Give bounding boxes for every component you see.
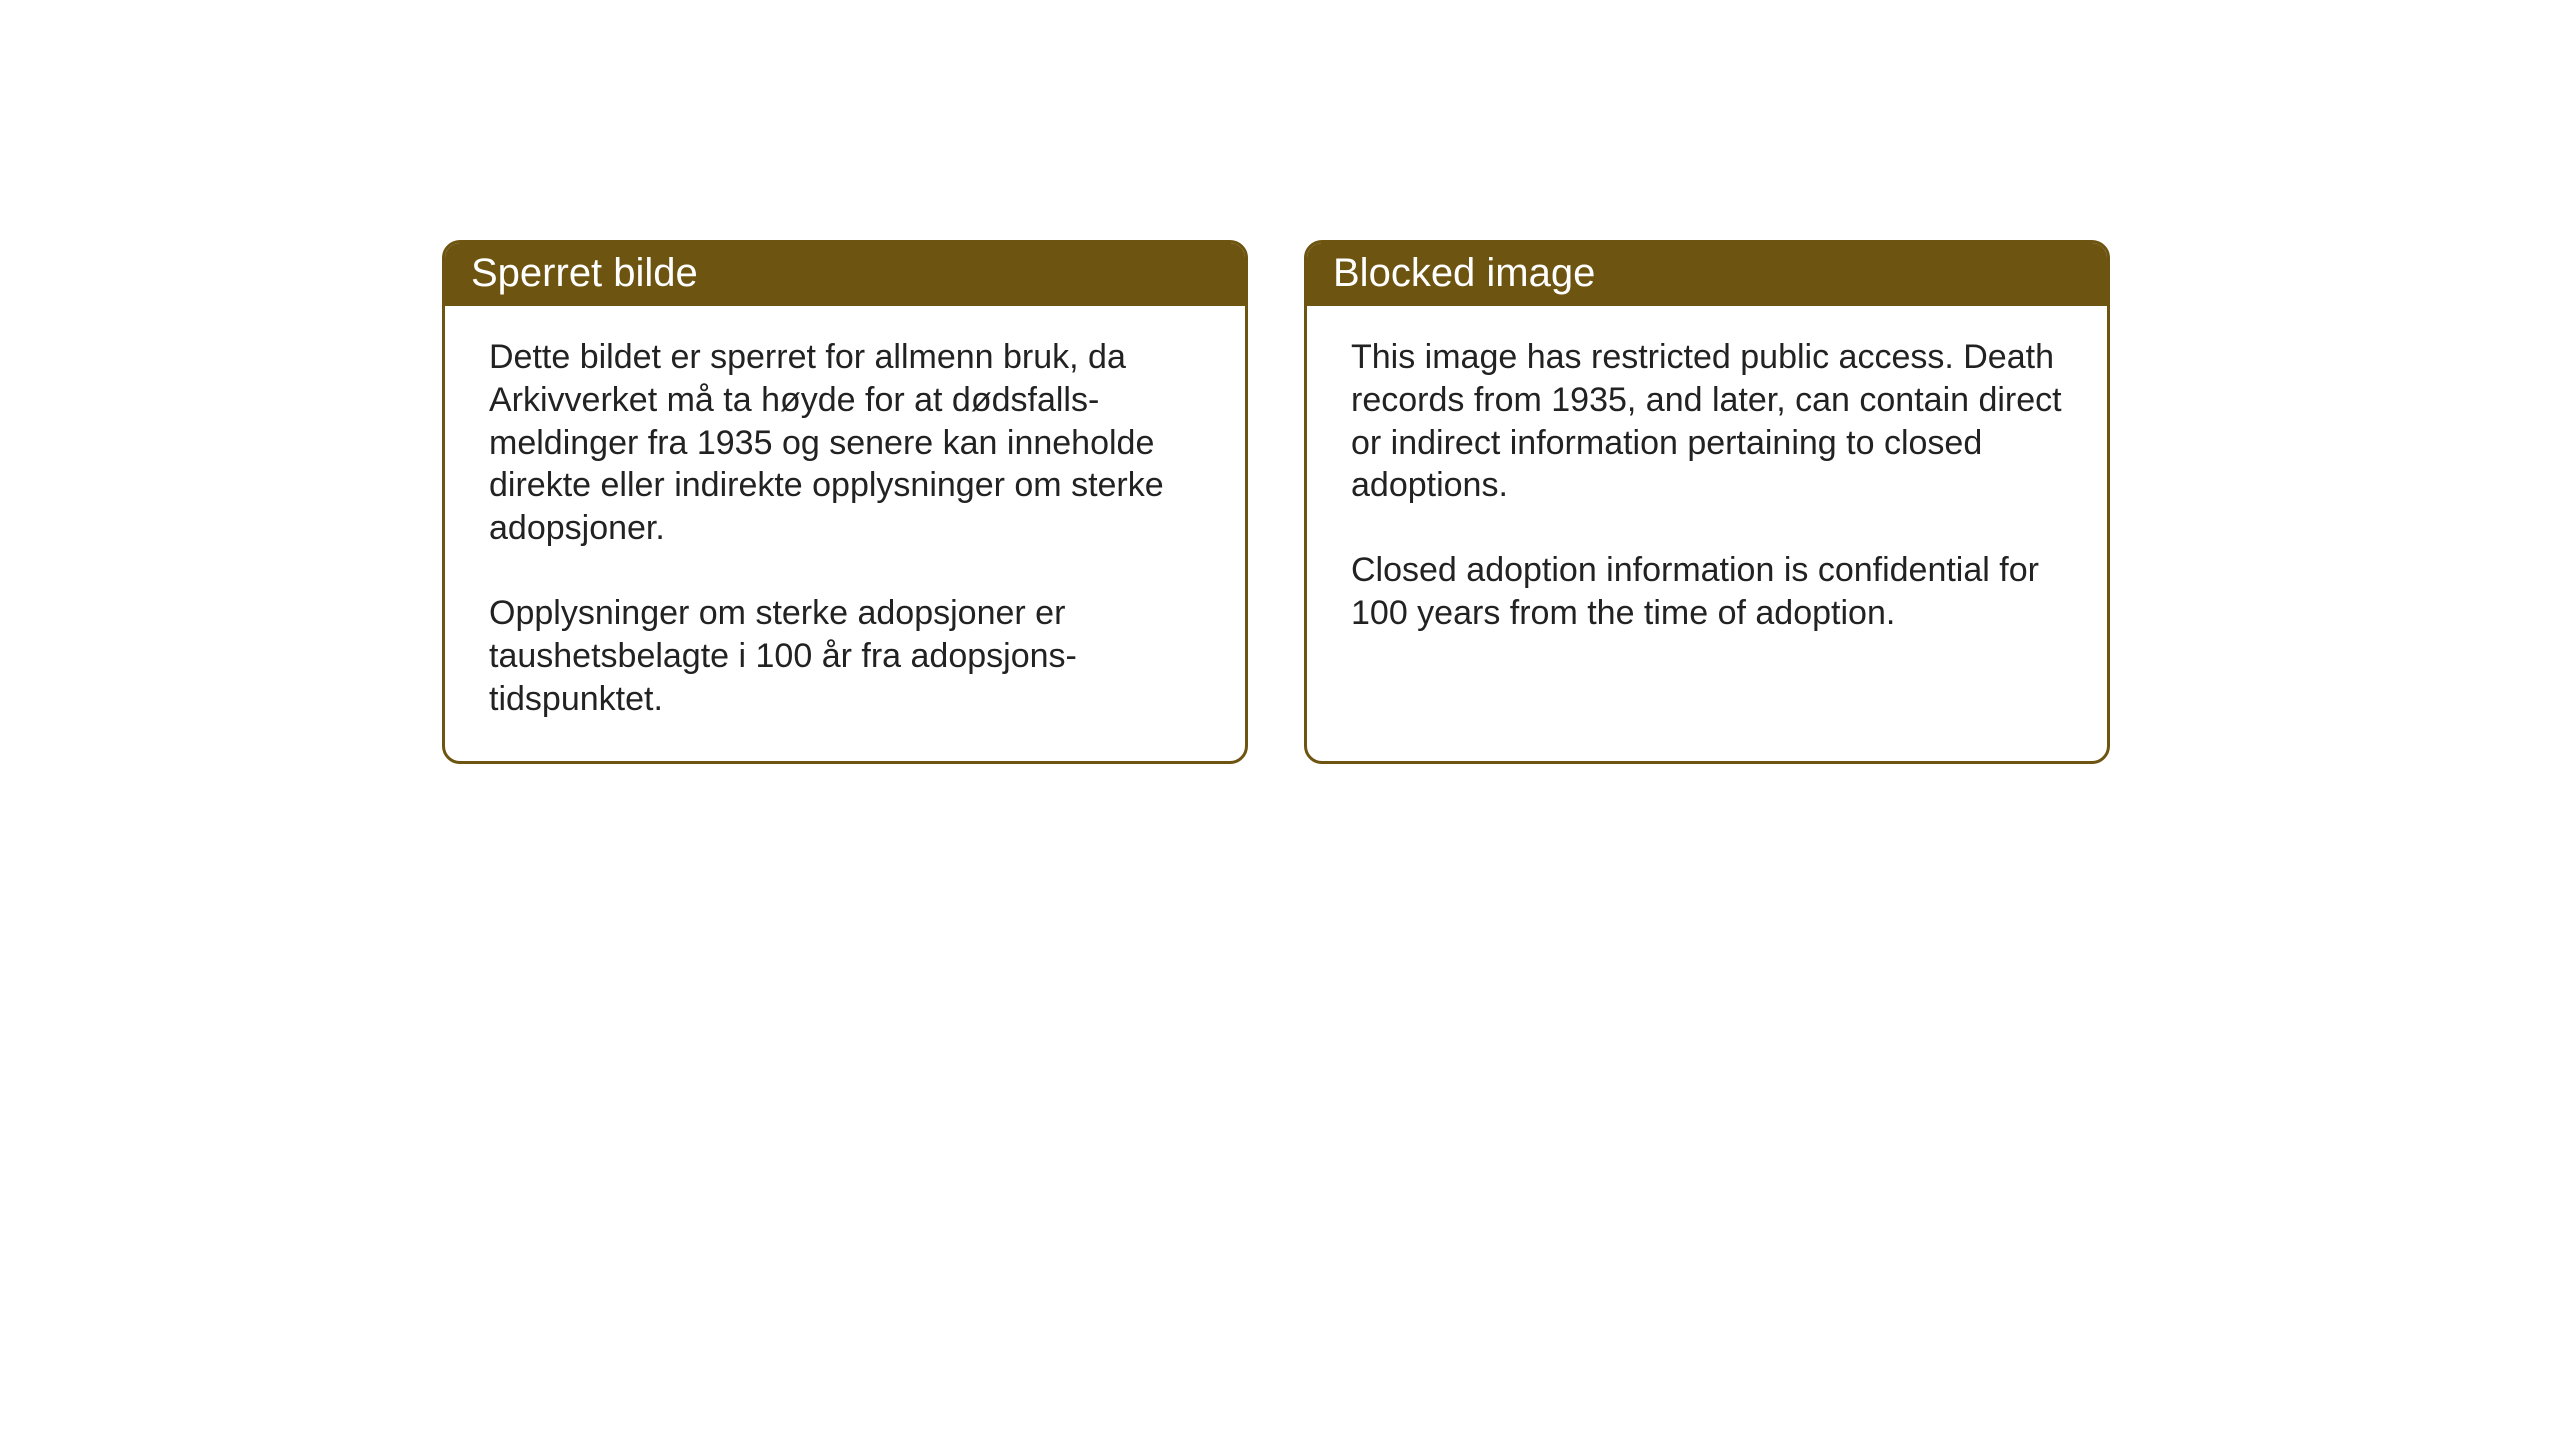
paragraph-2-english: Closed adoption information is confident… [1351,549,2063,635]
card-header-norwegian: Sperret bilde [445,243,1245,306]
card-english: Blocked image This image has restricted … [1304,240,2110,764]
card-header-english: Blocked image [1307,243,2107,306]
paragraph-1-english: This image has restricted public access.… [1351,336,2063,507]
paragraph-1-norwegian: Dette bildet er sperret for allmenn bruk… [489,336,1201,550]
cards-container: Sperret bilde Dette bildet er sperret fo… [442,240,2110,764]
paragraph-2-norwegian: Opplysninger om sterke adopsjoner er tau… [489,592,1201,720]
card-body-norwegian: Dette bildet er sperret for allmenn bruk… [445,306,1245,761]
card-body-english: This image has restricted public access.… [1307,306,2107,746]
card-norwegian: Sperret bilde Dette bildet er sperret fo… [442,240,1248,764]
